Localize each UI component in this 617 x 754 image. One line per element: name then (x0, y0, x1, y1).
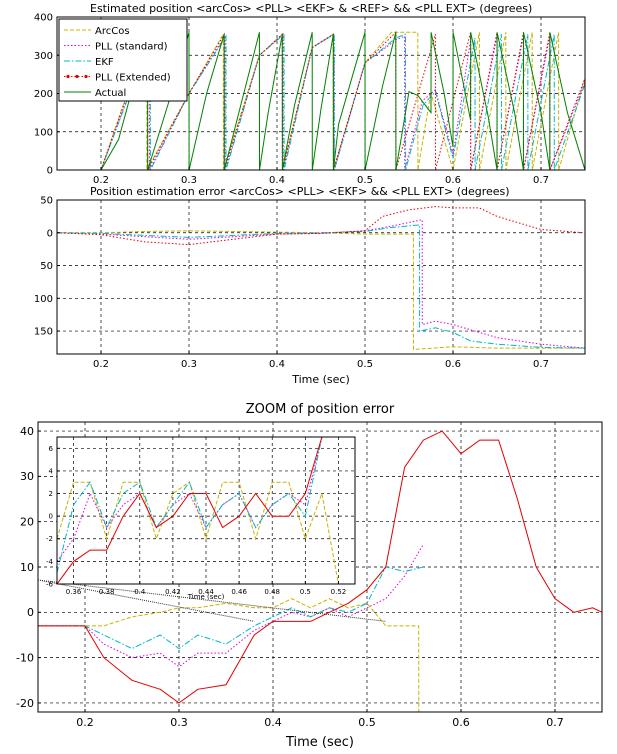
chart-1: 0.2 0.3 0.4 0.5 0.6 0.7 0 100 200 300 400 Estimated… (34, 2, 586, 186)
x-tick-label: 0.7 (533, 359, 549, 370)
legend-marker (84, 74, 88, 79)
y-tick-label: 0 (47, 166, 53, 177)
chart-2: 0.2 0.3 0.4 0.5 0.6 0.7 50 0 50 100 150 Position es… (34, 185, 586, 386)
x-tick-label: 0.4 (269, 359, 285, 370)
series-line-ekf (38, 566, 424, 650)
x-tick-label: 0.44 (198, 588, 214, 596)
y-tick-label: 200 (34, 89, 53, 100)
y-tick-label: 6 (49, 445, 54, 453)
y-tick-label: 40 (20, 425, 34, 438)
series-line-actual (100, 32, 585, 170)
x-tick-label: 0.48 (264, 588, 280, 596)
x-tick-label: 0.6 (445, 175, 461, 186)
x-tick-label: 0.2 (76, 716, 94, 729)
x-tick-label: 0.5 (358, 716, 376, 729)
y-tick-label: 400 (34, 13, 53, 24)
x-tick-label: 0.52 (331, 588, 347, 596)
plot-area (57, 200, 585, 354)
x-tick-label: 0.5 (357, 175, 373, 186)
x-tick-label: 0.3 (170, 716, 188, 729)
legend-entry: PLL (standard) (95, 42, 168, 53)
chart-title: ZOOM of position error (246, 402, 395, 417)
x-axis-label: Time (sec) (187, 593, 225, 601)
axes-frame (56, 199, 586, 355)
y-tick-label: 20 (20, 516, 34, 529)
y-tick-label: -20 (16, 697, 34, 710)
y-tick-label: -6 (46, 580, 54, 588)
legend-entry: EKF (95, 57, 114, 68)
x-tick-label: 0.36 (66, 588, 82, 596)
series-line-pll-extended (100, 31, 585, 170)
x-tick-label: 0.42 (165, 588, 181, 596)
series-line-ekf (57, 437, 323, 573)
y-tick-label: -4 (46, 558, 54, 566)
zoom-connector-line (37, 579, 386, 622)
series-line-ekf (57, 224, 585, 349)
x-axis-label: Time (sec) (291, 373, 350, 386)
chart-title: Position estimation error <arcCos> <PLL>… (90, 185, 510, 198)
legend-marker (66, 74, 70, 79)
y-tick-label: 2 (49, 490, 53, 498)
y-tick-label: 100 (34, 294, 53, 305)
y-tick-label: 0 (47, 228, 53, 239)
x-tick-label: 0.4 (269, 175, 285, 186)
x-tick-label: 0.7 (546, 716, 564, 729)
series-line-pll-standard (38, 544, 424, 668)
y-tick-label: 10 (20, 561, 34, 574)
x-axis-label: Time (sec) (285, 735, 354, 750)
y-tick-label: 0 (49, 513, 53, 521)
y-tick-label: 50 (40, 261, 53, 272)
y-tick-label: 150 (34, 327, 53, 338)
legend-box (58, 18, 188, 102)
x-tick-label: 0.38 (99, 588, 115, 596)
y-tick-label: 30 (20, 470, 34, 483)
x-tick-label: 0.4 (134, 588, 146, 596)
y-tick-label: -10 (16, 651, 34, 664)
y-tick-label: 50 (40, 196, 53, 207)
legend-entry: PLL (Extended) (95, 73, 171, 84)
x-tick-label: 0.5 (357, 359, 373, 370)
x-tick-label: 0.4 (264, 716, 282, 729)
x-tick-label: 0.5 (300, 588, 311, 596)
series-line-arccos (57, 230, 585, 350)
y-tick-label: 300 (34, 51, 53, 62)
legend-entry: Actual (95, 88, 126, 99)
series-line-pll-extended (57, 437, 323, 584)
y-tick-label: 0 (27, 606, 34, 619)
x-tick-label: 0.6 (445, 359, 461, 370)
x-tick-label: 0.6 (452, 716, 470, 729)
series-line-ekf (100, 33, 585, 170)
series-line-arccos (57, 481, 355, 584)
chart-4: 0.36 0.38 0.4 0.42 0.44 0.46 0.48 0.5 0.52 6 4 2 0 -2… (46, 436, 356, 601)
y-tick-label: 100 (34, 127, 53, 138)
series-group (100, 31, 585, 170)
series-group (57, 206, 585, 350)
x-tick-label: 0.2 (93, 359, 109, 370)
zoom-connector-line (37, 579, 255, 622)
series-group (57, 437, 355, 584)
x-tick-label: 0.2 (93, 175, 109, 186)
series-line-arccos (100, 31, 585, 170)
chart-title: Estimated position <arcCos> <PLL> <EKF> … (90, 2, 532, 15)
x-tick-label: 0.3 (181, 175, 197, 186)
x-tick-label: 0.7 (533, 175, 549, 186)
x-tick-label: 0.46 (231, 588, 247, 596)
series-group (38, 430, 602, 712)
legend: ArcCos PLL (standard) EKF PLL (Extended) Act… (58, 18, 188, 102)
legend-entry: ArcCos (95, 26, 130, 37)
x-tick-label: 0.3 (181, 359, 197, 370)
y-tick-label: -2 (46, 535, 53, 543)
legend-marker (75, 74, 79, 79)
series-line-pll-extended (38, 430, 602, 704)
y-tick-label: 4 (49, 467, 54, 475)
